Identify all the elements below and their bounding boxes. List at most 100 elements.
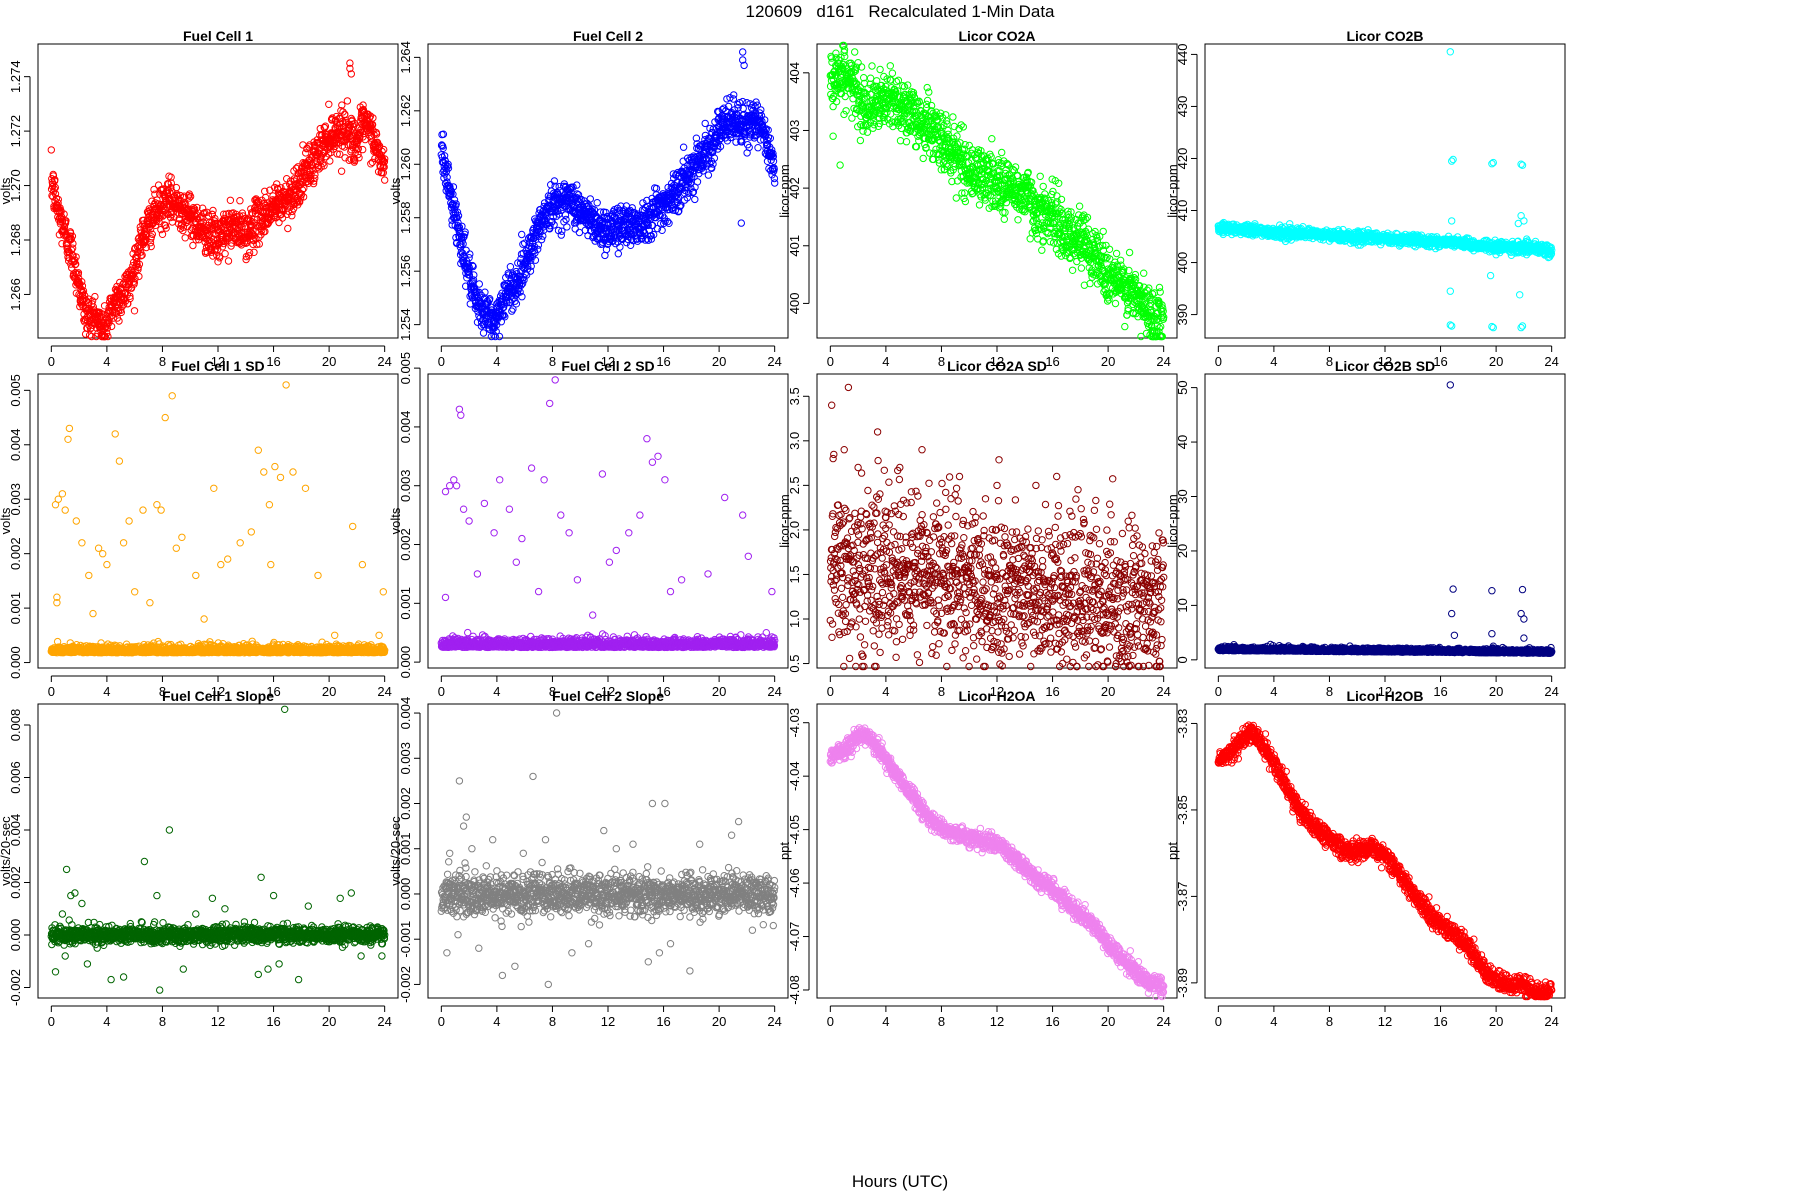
data-point (117, 308, 126, 317)
data-point (104, 332, 112, 341)
data-point (1099, 227, 1107, 236)
data-point (573, 181, 581, 189)
data-point (1073, 257, 1081, 266)
data-point (888, 69, 897, 77)
data-point (50, 185, 58, 193)
data-point (133, 260, 141, 268)
panel-title: Licor CO2A (958, 28, 1035, 44)
data-point (325, 100, 333, 109)
data-point (563, 223, 571, 231)
data-point (198, 204, 207, 212)
data-point (135, 260, 144, 268)
x-tick-label: 24 (767, 354, 781, 369)
y-axis-label: volts (388, 177, 403, 204)
data-point (337, 167, 346, 175)
data-point (506, 263, 515, 271)
data-point (125, 279, 134, 287)
data-point (1112, 249, 1121, 258)
data-point (894, 76, 903, 85)
data-point (1039, 182, 1047, 191)
data-point (475, 280, 483, 288)
x-tick-label: 8 (549, 354, 556, 369)
panel-fuel-cell-1: Fuel Cell 10 4 8 12 16 20 241.2661.2681.2701.2… (0, 28, 399, 369)
data-point (754, 144, 762, 152)
data-point (142, 243, 151, 252)
data-point (851, 48, 859, 56)
x-tick-label: 16 (656, 354, 670, 369)
y-tick-label: 1.272 (8, 115, 23, 148)
x-tick-label: 0 (1215, 354, 1222, 369)
data-point (60, 210, 68, 218)
panel-title: Licor CO2B (1346, 28, 1423, 44)
y-tick-label: 440 (1175, 44, 1190, 66)
data-point (54, 199, 62, 207)
y-tick-label: 400 (1175, 252, 1190, 274)
x-tick-label: 8 (159, 354, 166, 369)
data-point (85, 299, 93, 307)
data-point (78, 282, 87, 290)
panel-fuel-cell-2: Fuel Cell 20 4 8 12 16 20 241.2541.2561.2581.2… (388, 28, 789, 369)
data-point (1086, 279, 1094, 288)
data-point (62, 230, 70, 238)
y-tick-label: 1.264 (398, 41, 413, 74)
data-point (107, 322, 116, 331)
data-point (250, 248, 258, 257)
data-point (829, 132, 837, 140)
data-point (186, 192, 195, 201)
x-tick-label: 4 (1270, 354, 1277, 369)
series-points (826, 41, 1168, 341)
data-point (614, 250, 622, 258)
data-point (68, 244, 77, 252)
y-tick-label: 401 (787, 235, 802, 257)
data-point (876, 65, 884, 74)
y-axis-label: licor-ppm (777, 164, 792, 217)
data-point (275, 218, 283, 227)
data-point (1105, 245, 1114, 254)
x-tick-label: 24 (377, 354, 391, 369)
data-point (841, 52, 849, 61)
data-point (691, 195, 699, 204)
series-points (437, 48, 779, 341)
data-point (949, 113, 957, 121)
y-axis-label: volts (0, 177, 13, 204)
data-point (326, 157, 334, 165)
data-point (866, 74, 875, 82)
data-point (693, 178, 702, 186)
data-point (224, 257, 233, 265)
data-point (919, 154, 927, 163)
data-point (952, 194, 960, 202)
x-tick-label: 24 (1544, 354, 1558, 369)
data-point (1038, 246, 1046, 254)
data-point (737, 219, 745, 227)
x-tick-label: 16 (266, 354, 280, 369)
data-point (227, 242, 235, 250)
data-point (902, 138, 911, 146)
x-tick-label: 8 (938, 354, 945, 369)
series-points (1214, 48, 1556, 332)
x-tick-label: 24 (1156, 354, 1170, 369)
data-point (126, 292, 134, 300)
data-point (130, 307, 139, 315)
data-point (115, 317, 123, 325)
data-point (225, 209, 233, 218)
data-point (242, 255, 250, 264)
data-point (72, 253, 80, 261)
data-point (210, 235, 218, 243)
y-axis-label: licor-ppm (1165, 164, 1180, 217)
data-point (575, 228, 584, 237)
data-point (118, 303, 126, 311)
series-points (47, 59, 389, 341)
data-point (211, 214, 219, 223)
data-point (868, 62, 876, 70)
data-point (769, 157, 778, 166)
y-tick-label: 1.274 (8, 60, 23, 93)
data-point (216, 254, 224, 262)
data-point (179, 226, 187, 235)
data-point (1111, 299, 1120, 308)
data-point (381, 176, 389, 184)
data-point (193, 203, 201, 212)
panel-title: Fuel Cell 1 (183, 28, 253, 44)
x-tick-label: 4 (103, 354, 110, 369)
data-point (167, 179, 176, 187)
